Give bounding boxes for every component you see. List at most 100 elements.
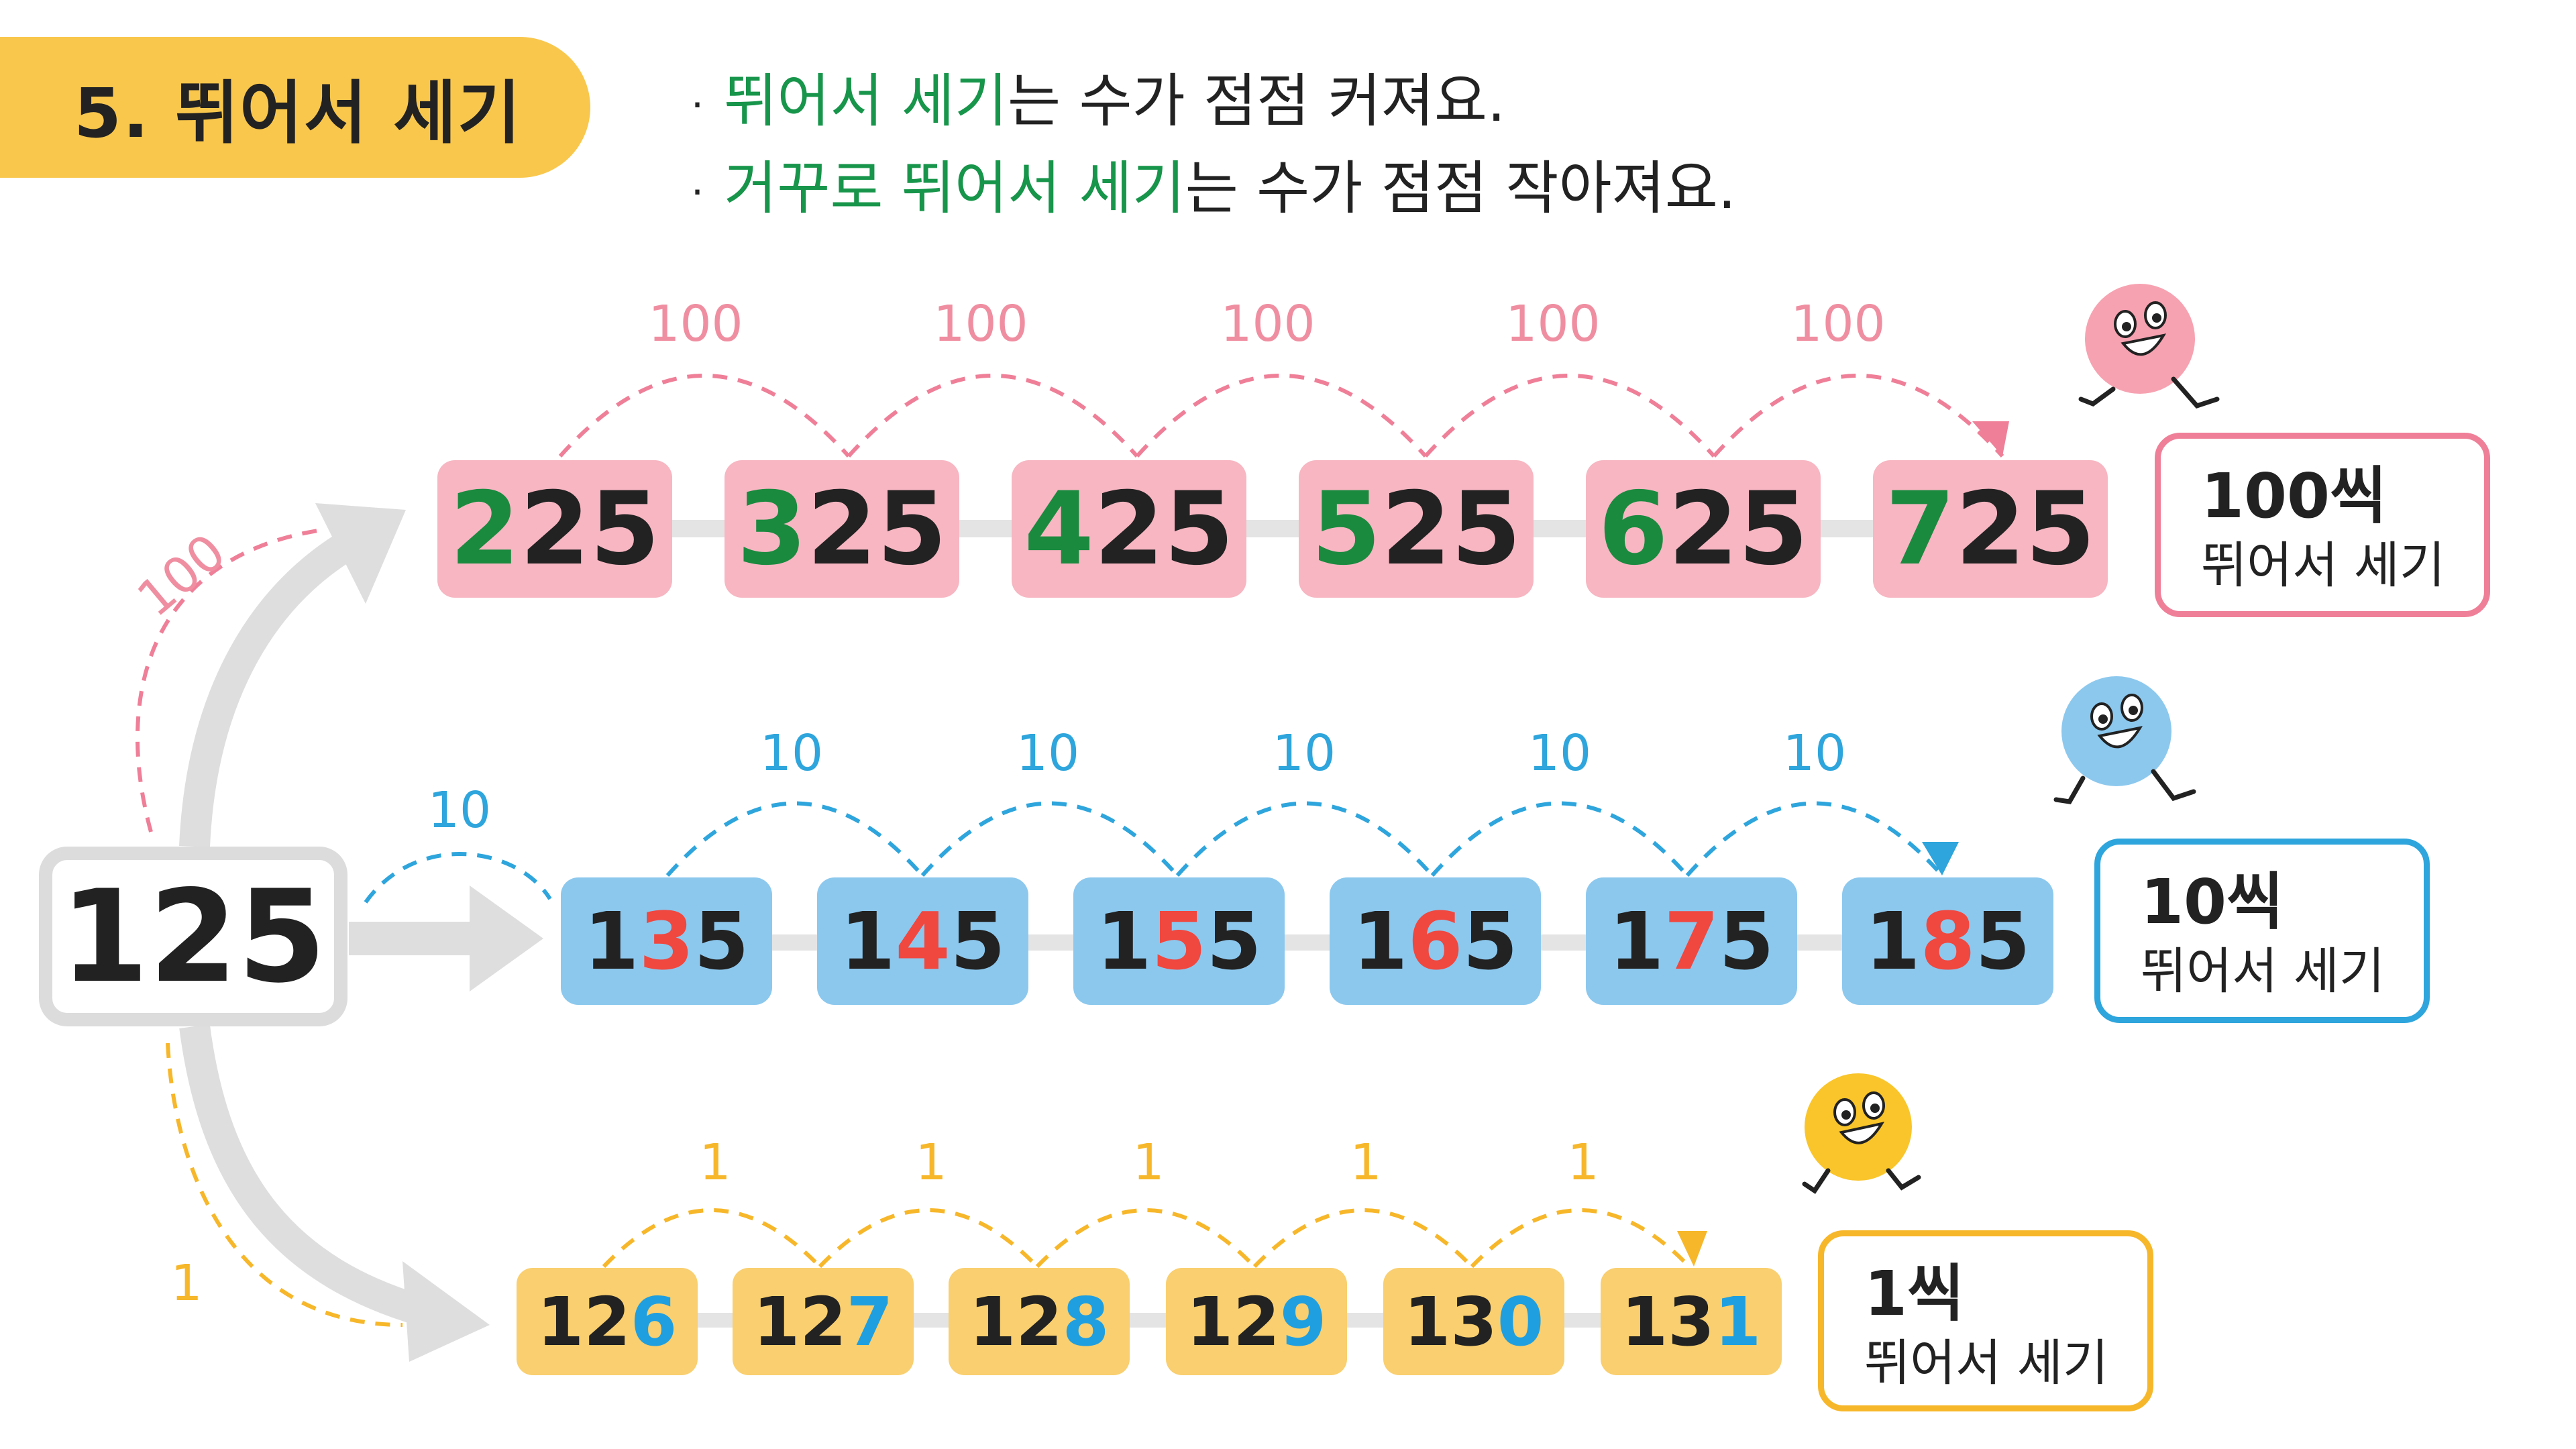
label-amount: 10씩 [2141, 866, 2284, 938]
digits: 25 [1381, 470, 1521, 588]
digits: 1 [584, 895, 639, 987]
changed-digit: 7 [1885, 470, 1955, 588]
yellow-row-track [517, 1313, 1778, 1328]
label-amount: 1씩 [1864, 1258, 1964, 1330]
bullet-dot: · [691, 168, 704, 216]
label-text: 뛰어서 세기 [1864, 1334, 2108, 1392]
digits: 13 [1621, 1282, 1715, 1361]
changed-digit: 3 [639, 895, 694, 987]
digits: 25 [519, 470, 660, 588]
changed-digit: 7 [1664, 895, 1719, 987]
blue-ball-character-icon [2053, 676, 2196, 804]
pink-jump-arcs [558, 374, 2004, 458]
number-box-ones: 13 0 [1383, 1268, 1564, 1375]
digits: 12 [537, 1282, 631, 1361]
yellow-start-jump [166, 1042, 403, 1327]
jump-label: 10 [1272, 724, 1336, 782]
yellow-ball-character-icon [1802, 1073, 1921, 1194]
blue-jump-arcs [665, 801, 1944, 877]
yellow-jump-arcs [602, 1208, 1691, 1269]
number-box-ones: 12 6 [517, 1268, 698, 1375]
jump-label: 10 [1782, 724, 1847, 782]
rule-text: 는 수가 점점 커져요. [1008, 68, 1506, 135]
jump-label: 10 [1016, 724, 1080, 782]
changed-digit: 6 [1598, 470, 1668, 588]
changed-digit: 2 [449, 470, 520, 588]
changed-digit: 8 [1920, 895, 1976, 987]
digits: 5 [1462, 895, 1518, 987]
number-box-ones: 13 1 [1601, 1268, 1782, 1375]
jump-label: 10 [427, 782, 492, 839]
changed-digit: 8 [1062, 1282, 1110, 1361]
changed-digit: 1 [1714, 1282, 1762, 1361]
number-box-hundreds: 6 25 [1586, 460, 1821, 598]
label-amount: 100씩 [2201, 460, 2387, 532]
jump-label: 100 [648, 295, 743, 353]
changed-digit: 5 [1151, 895, 1207, 987]
label-count-by-100: 100씩 뛰어서 세기 [2155, 433, 2490, 617]
changed-digit: 5 [1311, 470, 1381, 588]
arrow-to-hundreds [179, 523, 370, 848]
digits: 1 [1609, 895, 1664, 987]
number-box-ones: 12 8 [949, 1268, 1130, 1375]
jump-label: 1 [170, 1254, 203, 1312]
digits: 5 [694, 895, 749, 987]
number-box-hundreds: 2 25 [437, 460, 672, 598]
changed-digit: 6 [1407, 895, 1463, 987]
digits: 25 [1093, 470, 1234, 588]
digits: 12 [753, 1282, 847, 1361]
changed-digit: 9 [1279, 1282, 1327, 1361]
jump-label: 1 [1132, 1134, 1165, 1191]
changed-digit: 4 [895, 895, 951, 987]
pink-row-track [443, 520, 2106, 537]
jump-label: 100 [1790, 295, 1886, 353]
jump-label: 100 [1220, 295, 1316, 353]
digits: 5 [1719, 895, 1774, 987]
digits: 25 [1668, 470, 1809, 588]
title-banner: 5. 뛰어서 세기 [0, 37, 590, 178]
digits: 5 [950, 895, 1006, 987]
pink-start-jump [136, 528, 323, 833]
changed-digit: 7 [846, 1282, 894, 1361]
jump-label: 100 [1505, 295, 1601, 353]
number-box-ones: 12 7 [733, 1268, 914, 1375]
label-text: 뛰어서 세기 [2141, 942, 2385, 1000]
changed-digit: 3 [737, 470, 807, 588]
number-box-hundreds: 7 25 [1873, 460, 2108, 598]
number-box-hundreds: 5 25 [1299, 460, 1534, 598]
digits: 1 [1865, 895, 1921, 987]
label-count-by-10: 10씩 뛰어서 세기 [2094, 839, 2430, 1023]
rule-decreasing: · 거꾸로 뛰어서 세기는 수가 점점 작아져요. [691, 141, 1736, 225]
jump-label: 1 [915, 1134, 947, 1191]
label-count-by-1: 1씩 뛰어서 세기 [1818, 1230, 2153, 1411]
rule-text: 는 수가 점점 작아져요. [1185, 155, 1737, 222]
jump-label: 1 [1567, 1134, 1599, 1191]
changed-digit: 0 [1497, 1282, 1544, 1361]
digits: 1 [840, 895, 896, 987]
rule-highlight: 뛰어서 세기 [724, 68, 1008, 135]
digits: 1 [1096, 895, 1152, 987]
digits: 12 [969, 1282, 1063, 1361]
rule-increasing: · 뛰어서 세기는 수가 점점 커져요. [691, 54, 1505, 138]
digits: 13 [1403, 1282, 1497, 1361]
digits: 5 [1206, 895, 1262, 987]
label-text: 뛰어서 세기 [2201, 536, 2445, 594]
digits: 5 [1975, 895, 2031, 987]
pink-ball-character-icon [2078, 284, 2220, 409]
jump-label: 10 [759, 724, 824, 782]
jump-label: 1 [1350, 1134, 1382, 1191]
digits: 25 [1955, 470, 2096, 588]
number-box-hundreds: 4 25 [1012, 460, 1246, 598]
jump-label: 10 [1527, 724, 1592, 782]
changed-digit: 6 [630, 1282, 678, 1361]
digits: 12 [1186, 1282, 1280, 1361]
blue-row-track [564, 934, 2039, 951]
digits: 1 [1352, 895, 1408, 987]
page-title: 5. 뛰어서 세기 [74, 73, 522, 154]
bullet-dot: · [691, 81, 704, 129]
